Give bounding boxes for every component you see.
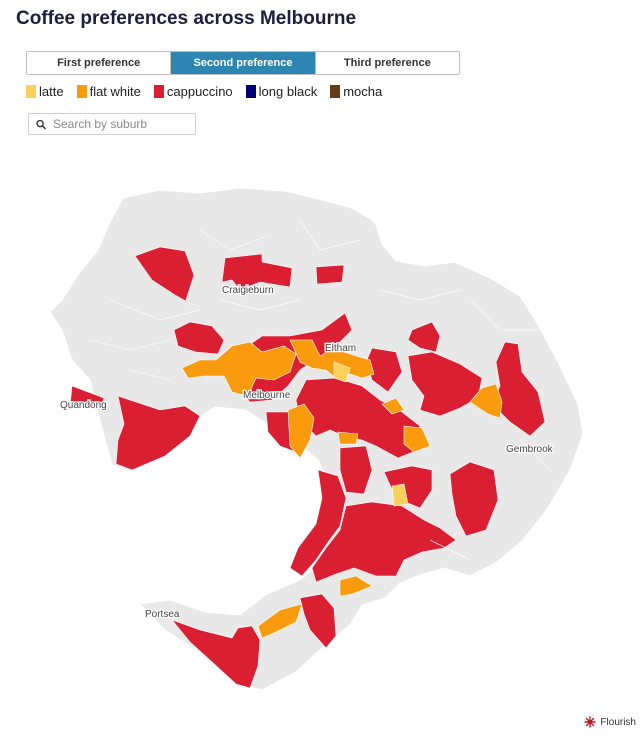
suburb-region[interactable]: [221, 253, 293, 291]
suburb-region[interactable]: [289, 339, 375, 379]
legend-item-long-black[interactable]: long black: [245, 84, 318, 99]
legend-item-latte[interactable]: latte: [26, 84, 64, 99]
legend-label-latte: latte: [39, 84, 64, 99]
map-land: [49, 187, 584, 691]
flourish-label: Flourish: [600, 716, 636, 728]
flat-white-regions: [181, 339, 503, 639]
legend-swatch-long-black: [245, 85, 256, 98]
place-label-melbourne: Melbourne: [243, 390, 291, 401]
suburb-region[interactable]: [257, 603, 303, 639]
suburb-region[interactable]: [403, 425, 431, 453]
suburb-region[interactable]: [299, 593, 337, 649]
suburb-region[interactable]: [339, 445, 373, 495]
search-box: [28, 113, 196, 135]
suburb-region[interactable]: [391, 483, 409, 507]
suburb-region[interactable]: [333, 361, 351, 383]
suburb-boundaries: [89, 219, 551, 601]
legend-item-mocha[interactable]: mocha: [330, 84, 382, 99]
suburb-region[interactable]: [407, 321, 441, 353]
legend-swatch-latte: [26, 85, 36, 98]
legend-item-cappuccino[interactable]: cappuccino: [153, 84, 233, 99]
legend-swatch-mocha: [330, 85, 341, 98]
place-label-eltham: Eltham: [325, 343, 356, 354]
search-input[interactable]: [51, 116, 195, 132]
search-icon: [36, 119, 46, 129]
tab-first-preference[interactable]: First preference: [27, 52, 172, 74]
legend: latte flat white cappuccino long black m…: [26, 84, 395, 99]
suburb-region[interactable]: [115, 395, 201, 471]
suburb-region[interactable]: [289, 469, 347, 577]
suburb-region[interactable]: [407, 351, 483, 417]
legend-label-cappuccino: cappuccino: [166, 84, 233, 99]
place-label-craigieburn: Craigieburn: [222, 285, 274, 296]
legend-swatch-flat-white: [76, 85, 87, 98]
suburb-region[interactable]: [311, 501, 457, 583]
tab-third-preference[interactable]: Third preference: [343, 57, 431, 69]
suburb-region[interactable]: [337, 431, 359, 445]
suburb-region[interactable]: [381, 397, 405, 415]
suburb-region[interactable]: [491, 341, 546, 437]
suburb-region[interactable]: [449, 461, 499, 537]
suburb-map: Craigieburn Eltham Melbourne Quandong Ge…: [49, 187, 584, 691]
suburb-region[interactable]: [171, 619, 261, 689]
preference-tabs: First preference Second preference Third…: [26, 51, 460, 75]
suburb-region[interactable]: [173, 321, 225, 355]
tab-second-preference[interactable]: Second preference: [171, 52, 316, 74]
legend-label-mocha: mocha: [343, 84, 383, 99]
flourish-logo-icon: [584, 716, 597, 728]
suburb-region[interactable]: [315, 264, 345, 285]
suburb-region[interactable]: [287, 403, 315, 459]
flourish-credit[interactable]: Flourish: [584, 716, 636, 728]
place-label-gembrook: Gembrook: [506, 444, 554, 455]
legend-item-flat-white[interactable]: flat white: [76, 84, 141, 99]
suburb-region[interactable]: [69, 385, 105, 411]
legend-swatch-cappuccino: [153, 85, 164, 98]
suburb-region[interactable]: [134, 246, 195, 306]
place-label-portsea: Portsea: [145, 609, 180, 620]
page-title: Coffee preferences across Melbourne: [16, 8, 357, 29]
place-label-quandong: Quandong: [60, 400, 107, 411]
legend-label-long-black: long black: [258, 84, 318, 99]
latte-regions: [333, 361, 409, 507]
suburb-region[interactable]: [339, 575, 373, 597]
suburb-region[interactable]: [181, 341, 297, 397]
suburb-region[interactable]: [469, 383, 503, 419]
legend-label-flat-white: flat white: [89, 84, 141, 99]
